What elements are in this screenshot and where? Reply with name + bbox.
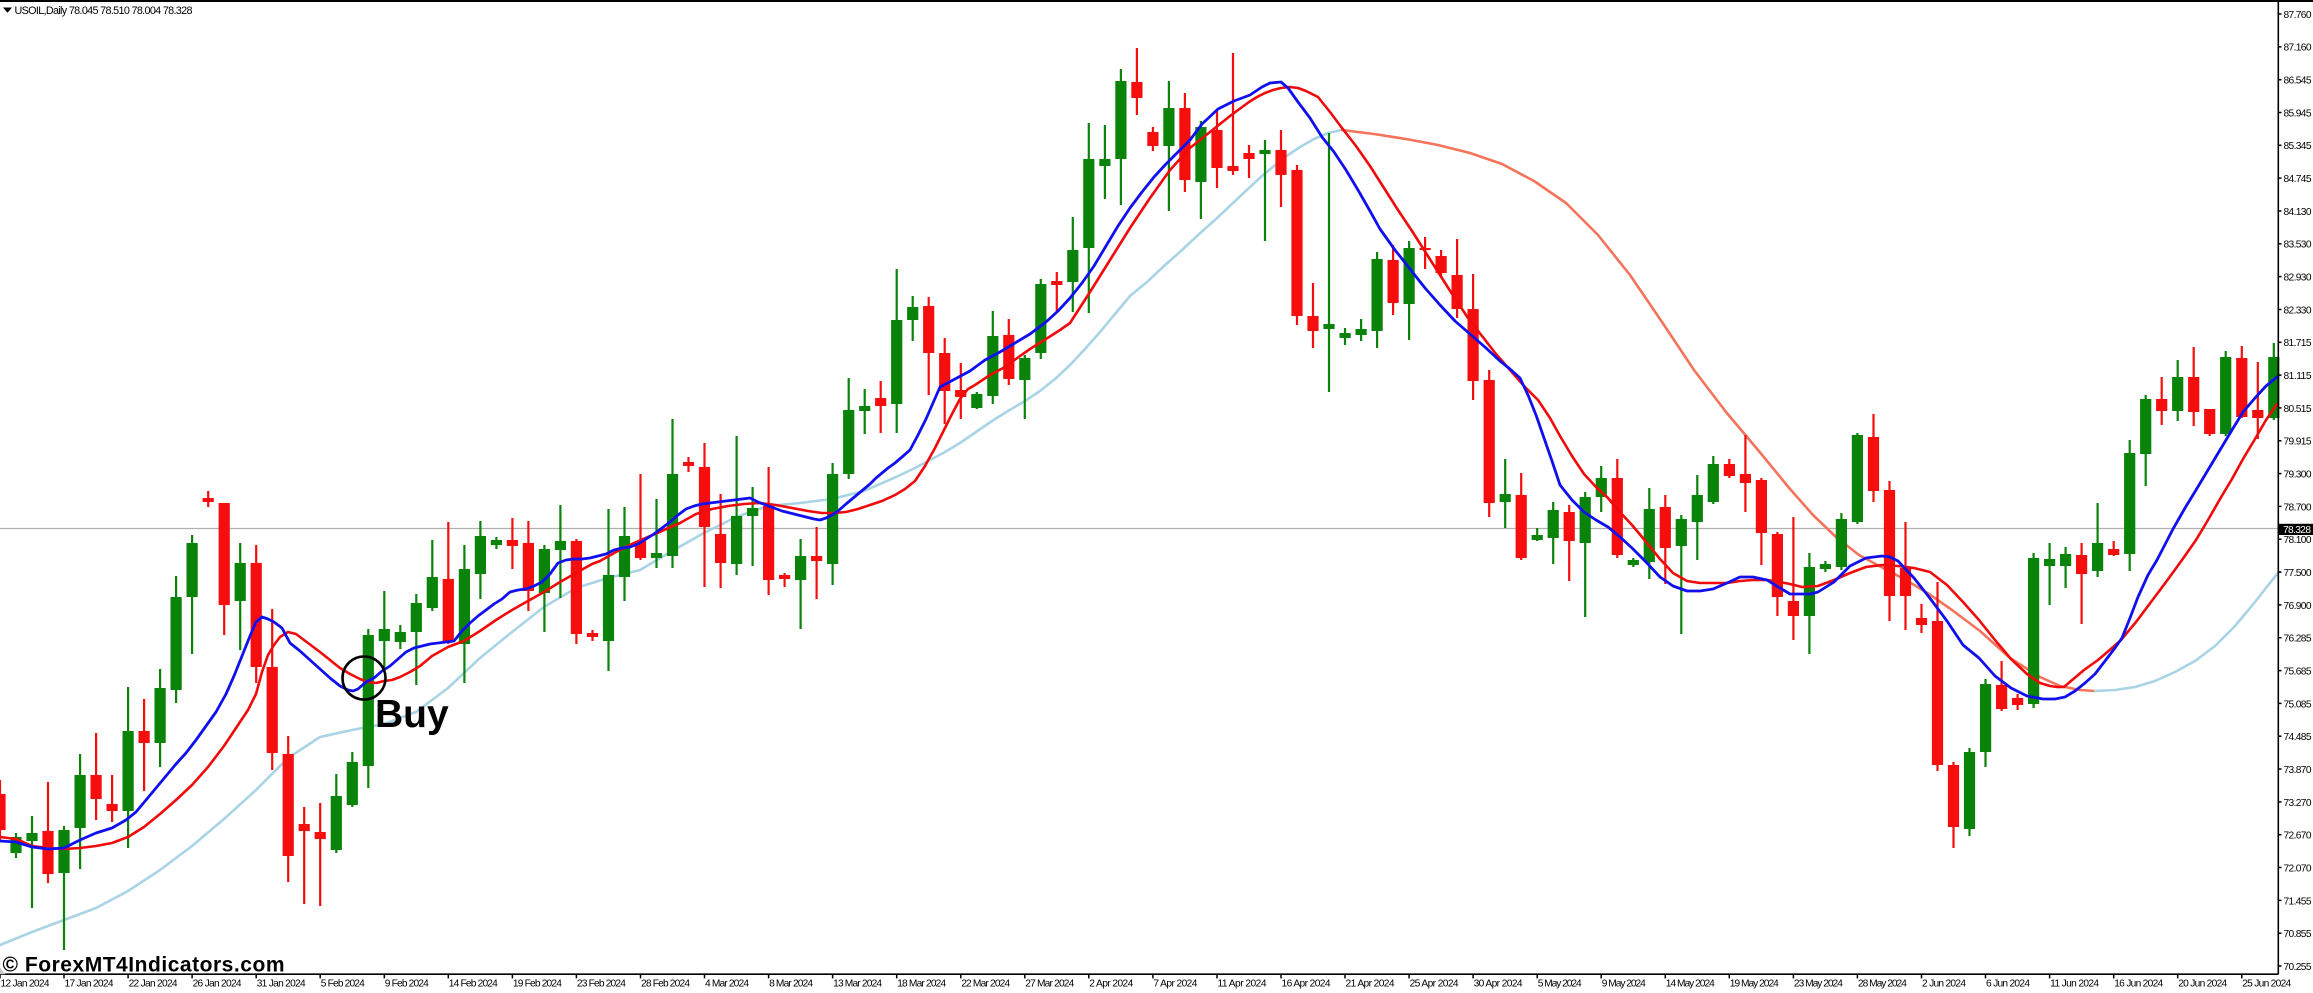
svg-text:2 Apr 2024: 2 Apr 2024 bbox=[1089, 979, 1133, 990]
svg-text:71.455: 71.455 bbox=[2284, 896, 2312, 907]
svg-text:78.100: 78.100 bbox=[2284, 535, 2312, 546]
svg-text:28 Feb 2024: 28 Feb 2024 bbox=[641, 979, 690, 990]
svg-text:8 Mar 2024: 8 Mar 2024 bbox=[769, 979, 813, 990]
svg-text:19 Feb 2024: 19 Feb 2024 bbox=[513, 979, 562, 990]
svg-text:2 Jun 2024: 2 Jun 2024 bbox=[1922, 979, 1966, 990]
svg-text:22 Jan 2024: 22 Jan 2024 bbox=[129, 979, 178, 990]
svg-text:22 Mar 2024: 22 Mar 2024 bbox=[961, 979, 1010, 990]
svg-text:81.115: 81.115 bbox=[2284, 371, 2312, 382]
svg-text:79.915: 79.915 bbox=[2284, 437, 2312, 448]
svg-text:82.330: 82.330 bbox=[2284, 305, 2312, 316]
svg-text:6 Jun 2024: 6 Jun 2024 bbox=[1986, 979, 2030, 990]
svg-text:74.485: 74.485 bbox=[2284, 732, 2312, 743]
svg-text:26 Jan 2024: 26 Jan 2024 bbox=[193, 979, 242, 990]
svg-text:72.070: 72.070 bbox=[2284, 863, 2312, 874]
svg-text:84.745: 84.745 bbox=[2284, 174, 2312, 185]
svg-text:70.255: 70.255 bbox=[2284, 962, 2312, 973]
svg-text:30 Apr 2024: 30 Apr 2024 bbox=[1474, 979, 1523, 990]
svg-text:87.160: 87.160 bbox=[2284, 43, 2312, 54]
svg-text:7 Apr 2024: 7 Apr 2024 bbox=[1153, 979, 1197, 990]
svg-text:78.700: 78.700 bbox=[2284, 502, 2312, 513]
svg-text:21 Apr 2024: 21 Apr 2024 bbox=[1346, 979, 1395, 990]
svg-text:Buy: Buy bbox=[375, 693, 449, 736]
svg-text:70.855: 70.855 bbox=[2284, 929, 2312, 940]
svg-text:77.500: 77.500 bbox=[2284, 568, 2312, 579]
svg-text:17 Jan 2024: 17 Jan 2024 bbox=[65, 979, 114, 990]
svg-text:14 May 2024: 14 May 2024 bbox=[1666, 979, 1715, 990]
svg-text:12 Jan 2024: 12 Jan 2024 bbox=[1, 979, 50, 990]
svg-text:28 May 2024: 28 May 2024 bbox=[1858, 979, 1907, 990]
svg-text:73.270: 73.270 bbox=[2284, 798, 2312, 809]
svg-text:31 Jan 2024: 31 Jan 2024 bbox=[257, 979, 306, 990]
svg-text:20 Jun 2024: 20 Jun 2024 bbox=[2178, 979, 2227, 990]
svg-text:16 Apr 2024: 16 Apr 2024 bbox=[1282, 979, 1331, 990]
svg-text:16 Jun 2024: 16 Jun 2024 bbox=[2114, 979, 2163, 990]
svg-text:75.085: 75.085 bbox=[2284, 699, 2312, 710]
svg-text:11 Jun 2024: 11 Jun 2024 bbox=[2050, 979, 2099, 990]
svg-text:© ForexMT4Indicators.com: © ForexMT4Indicators.com bbox=[3, 954, 285, 977]
svg-text:73.870: 73.870 bbox=[2284, 765, 2312, 776]
svg-text:76.285: 76.285 bbox=[2284, 634, 2312, 645]
svg-text:87.760: 87.760 bbox=[2284, 10, 2312, 21]
svg-text:4 Mar 2024: 4 Mar 2024 bbox=[705, 979, 749, 990]
svg-text:13 Mar 2024: 13 Mar 2024 bbox=[833, 979, 882, 990]
svg-text:76.900: 76.900 bbox=[2284, 601, 2312, 612]
svg-text:USOIL,Daily 78.045 78.510 78.: USOIL,Daily 78.045 78.510 78.004 78.328 bbox=[15, 5, 193, 17]
svg-text:5 Feb 2024: 5 Feb 2024 bbox=[321, 979, 365, 990]
svg-text:81.715: 81.715 bbox=[2284, 338, 2312, 349]
svg-text:23 Feb 2024: 23 Feb 2024 bbox=[577, 979, 626, 990]
svg-text:75.685: 75.685 bbox=[2284, 667, 2312, 678]
svg-text:72.670: 72.670 bbox=[2284, 831, 2312, 842]
svg-text:5 May 2024: 5 May 2024 bbox=[1538, 979, 1582, 990]
svg-text:83.530: 83.530 bbox=[2284, 240, 2312, 251]
svg-text:9 May 2024: 9 May 2024 bbox=[1602, 979, 1646, 990]
svg-text:25 Apr 2024: 25 Apr 2024 bbox=[1410, 979, 1459, 990]
svg-text:84.130: 84.130 bbox=[2284, 207, 2312, 218]
svg-text:23 May 2024: 23 May 2024 bbox=[1794, 979, 1843, 990]
svg-text:82.930: 82.930 bbox=[2284, 273, 2312, 284]
svg-text:79.300: 79.300 bbox=[2284, 470, 2312, 481]
svg-text:11 Apr 2024: 11 Apr 2024 bbox=[1218, 979, 1267, 990]
svg-text:25 Jun 2024: 25 Jun 2024 bbox=[2242, 979, 2291, 990]
svg-text:9 Feb 2024: 9 Feb 2024 bbox=[385, 979, 429, 990]
svg-text:78.328: 78.328 bbox=[2283, 525, 2311, 536]
svg-text:80.515: 80.515 bbox=[2284, 404, 2312, 415]
svg-text:85.345: 85.345 bbox=[2284, 141, 2312, 152]
svg-text:85.945: 85.945 bbox=[2284, 108, 2312, 119]
svg-text:86.545: 86.545 bbox=[2284, 76, 2312, 87]
svg-text:18 Mar 2024: 18 Mar 2024 bbox=[897, 979, 946, 990]
svg-text:27 Mar 2024: 27 Mar 2024 bbox=[1025, 979, 1074, 990]
svg-text:19 May 2024: 19 May 2024 bbox=[1730, 979, 1779, 990]
svg-text:14 Feb 2024: 14 Feb 2024 bbox=[449, 979, 498, 990]
